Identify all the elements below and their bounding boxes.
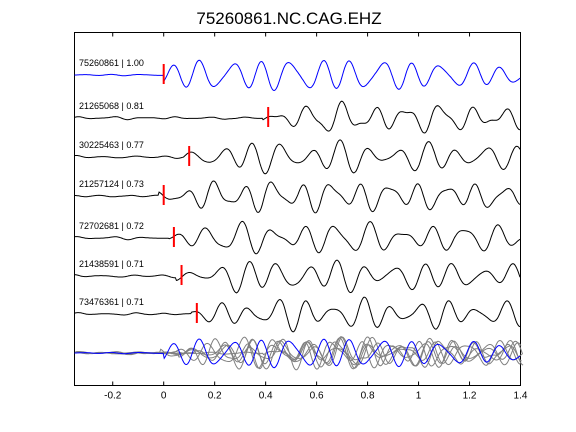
trace-label-group: 75260861 | 1.00 21265068 | 0.81 30225463 |… [79, 58, 144, 307]
x-tick-label: 0.4 [259, 391, 273, 402]
trace-group [74, 59, 521, 333]
x-tick-label: 0.8 [361, 391, 375, 402]
trace-label: 21257124 | 0.73 [79, 179, 144, 189]
trace-label: 21265068 | 0.81 [79, 101, 144, 111]
stacked-traces [74, 336, 524, 371]
x-tick-label: 0 [161, 391, 167, 402]
trace-line [74, 296, 521, 333]
x-tick-label: 1 [416, 391, 422, 402]
trace-label: 21438591 | 0.71 [79, 259, 144, 269]
plot-area-frame [74, 32, 521, 386]
chart-title: 75260861.NC.CAG.EHZ [196, 9, 381, 28]
x-tick-label: 0.2 [208, 391, 222, 402]
x-axis: -0.2 0 0.2 0.4 0.6 0.8 1 1.2 1.4 [104, 32, 528, 402]
trace-line [74, 180, 521, 214]
trace-line [74, 259, 521, 294]
trace-label: 73476361 | 0.71 [79, 297, 144, 307]
x-tick-label: -0.2 [104, 391, 122, 402]
trace-line [74, 220, 521, 255]
x-tick-label: 0.6 [310, 391, 324, 402]
trace-line [74, 100, 521, 134]
x-tick-label: 1.2 [463, 391, 477, 402]
stack-trace-line [74, 338, 521, 369]
trace-line [74, 59, 521, 92]
x-tick-label: 1.4 [514, 391, 528, 402]
trace-label: 75260861 | 1.00 [79, 58, 144, 68]
trace-label: 72702681 | 0.72 [79, 221, 144, 231]
trace-label: 30225463 | 0.77 [79, 140, 144, 150]
trace-line [74, 139, 521, 175]
